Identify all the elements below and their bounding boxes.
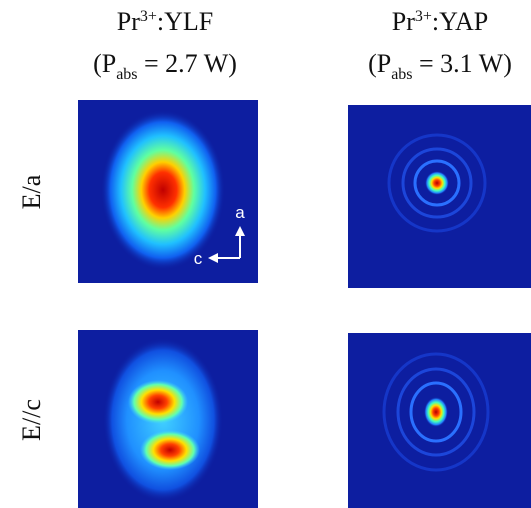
- text-part: :YAP: [432, 7, 488, 36]
- text-part: Pr: [117, 7, 140, 36]
- text-part: (P: [93, 49, 116, 78]
- text-part: 3+: [415, 8, 432, 25]
- beam-profile: [78, 100, 258, 283]
- beam-profile: [348, 333, 531, 508]
- text-part: = 2.7 W): [138, 49, 237, 78]
- beam-profile: [348, 105, 531, 288]
- axis-label: a: [235, 203, 245, 222]
- row-label: E/a: [17, 174, 46, 209]
- beam-profile: [78, 330, 258, 508]
- text-part: = 3.1 W): [413, 49, 512, 78]
- text-part: (P: [368, 49, 391, 78]
- text-part: Pr: [392, 7, 415, 36]
- text-part: abs: [391, 66, 412, 83]
- column-power: (Pabs = 3.1 W): [368, 49, 512, 83]
- column-title: Pr3+:YAP: [392, 7, 489, 36]
- text-part: abs: [116, 66, 137, 83]
- column-power: (Pabs = 2.7 W): [93, 49, 237, 83]
- text-part: :YLF: [157, 7, 213, 36]
- axis-label: c: [194, 249, 203, 268]
- text-part: 3+: [140, 8, 157, 25]
- column-title: Pr3+:YLF: [117, 7, 214, 36]
- row-label: E//c: [17, 399, 46, 441]
